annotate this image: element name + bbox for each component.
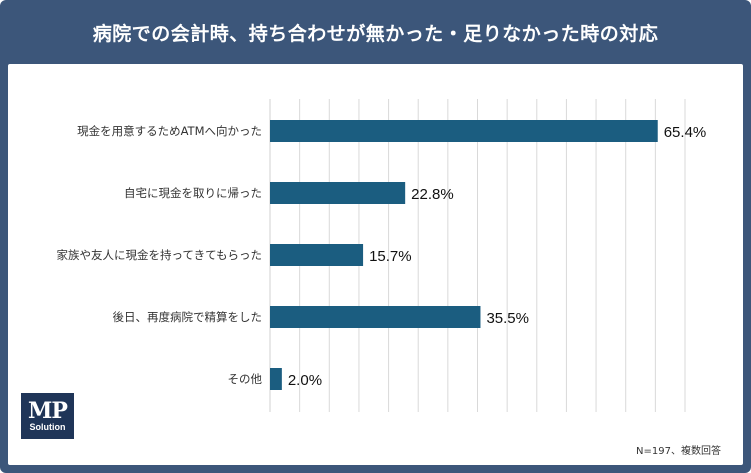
value-label: 65.4% [664, 124, 707, 141]
logo-sub-text: Solution [29, 421, 66, 432]
value-label: 22.8% [411, 186, 454, 203]
logo-main-text: MP [28, 397, 68, 424]
category-label: その他 [228, 372, 263, 386]
mp-solution-logo: MP Solution [21, 393, 74, 439]
value-label: 35.5% [486, 310, 529, 327]
category-label: 自宅に現金を取りに帰った [124, 186, 262, 200]
category-label: 現金を用意するためATMへ向かった [77, 124, 262, 138]
bar [270, 182, 406, 204]
value-label: 2.0% [288, 372, 322, 389]
value-label: 15.7% [369, 248, 412, 265]
sample-note: N=197、複数回答 [636, 446, 721, 457]
bar [270, 368, 282, 390]
category-label: 家族や友人に現金を持ってきてもらった [56, 248, 262, 262]
bar [270, 120, 658, 142]
category-label: 後日、再度病院で精算をした [113, 310, 263, 324]
chart-title: 病院での会計時、持ち合わせが無かった・足りなかった時の対応 [92, 22, 659, 45]
bar [270, 306, 481, 328]
bar [270, 244, 364, 266]
